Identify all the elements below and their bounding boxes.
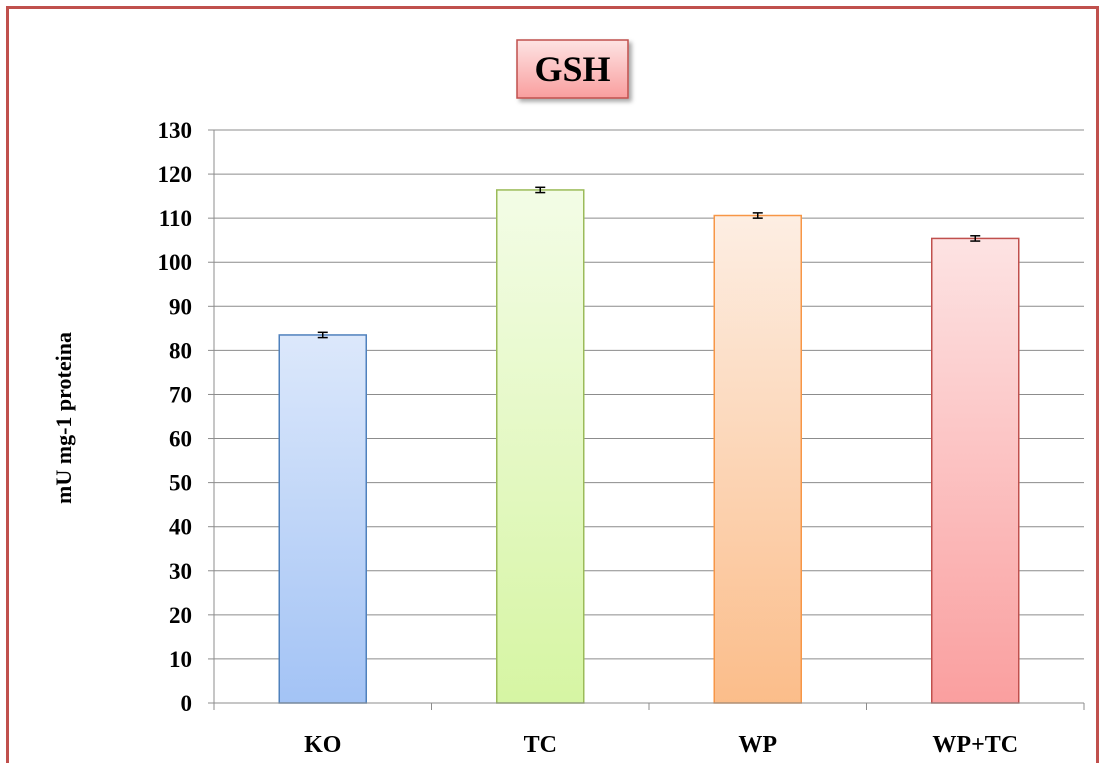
y-tick-label: 130 (158, 118, 193, 143)
y-tick-label: 60 (169, 427, 192, 452)
y-tick-labels: 0 10 20 30 40 50 60 70 80 90 100 110 120 130 (158, 118, 193, 716)
bar-ko (278, 334, 367, 704)
error-bar (535, 186, 546, 194)
y-axis-label: mU mg-1 proteina (51, 332, 76, 504)
bar-tc (496, 189, 585, 704)
y-tick-label: 100 (158, 250, 193, 275)
bar-wp (713, 214, 802, 704)
y-tick-label: 70 (169, 382, 192, 407)
y-tick-label: 10 (169, 647, 192, 672)
x-category-label: TC (524, 732, 557, 758)
chart-title-text: GSH (534, 49, 610, 89)
error-bar (317, 331, 328, 339)
y-tick-label: 30 (169, 559, 192, 584)
x-category-label: WP (738, 732, 777, 758)
y-tick-label: 0 (181, 691, 193, 716)
axes (208, 129, 1085, 710)
y-tick-label: 110 (159, 206, 192, 231)
bars (278, 186, 1020, 704)
title-box (516, 39, 629, 99)
y-tick-label: 40 (169, 515, 192, 540)
bar-wp-tc (931, 237, 1020, 704)
x-category-labels: KO TC WP WP+TC (304, 732, 1018, 758)
x-category-label: KO (304, 732, 341, 758)
y-tick-label: 20 (169, 603, 192, 628)
error-bar (970, 235, 981, 242)
y-tick-label: 50 (169, 471, 192, 496)
x-category-label: WP+TC (932, 732, 1018, 758)
y-tick-label: 120 (158, 162, 193, 187)
y-tick-label: 90 (169, 294, 192, 319)
chart-title: GSH (516, 39, 629, 99)
error-bar (752, 212, 763, 219)
y-tick-label: 80 (169, 338, 192, 363)
